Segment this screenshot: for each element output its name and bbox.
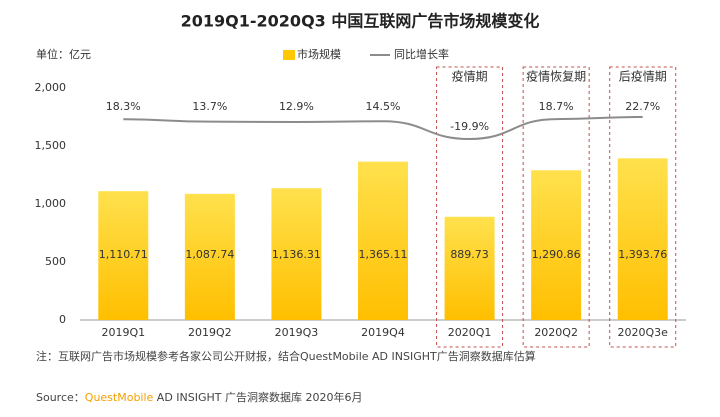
bar-value-label: 1,087.74 bbox=[185, 248, 234, 261]
source-rest: AD INSIGHT 广告洞察数据库 2020年6月 bbox=[153, 390, 362, 404]
y-tick-label: 1,000 bbox=[35, 197, 67, 210]
y-tick-label: 2,000 bbox=[35, 81, 67, 94]
growth-label: -19.9% bbox=[450, 120, 489, 133]
growth-label: 18.7% bbox=[539, 100, 574, 113]
bar-value-label: 1,290.86 bbox=[532, 248, 581, 261]
growth-label: 13.7% bbox=[192, 100, 227, 113]
bar bbox=[271, 188, 322, 320]
x-tick-label: 2020Q2 bbox=[534, 326, 578, 339]
legend-label: 同比增长率 bbox=[394, 47, 449, 61]
x-tick-label: 2019Q1 bbox=[101, 326, 145, 339]
unit-label: 单位：亿元 bbox=[36, 47, 91, 61]
phase-label: 后疫情期 bbox=[619, 69, 667, 84]
phase-label: 疫情期 bbox=[452, 69, 488, 84]
growth-line bbox=[123, 116, 643, 141]
phase-label: 疫情恢复期 bbox=[526, 69, 586, 84]
phase-box bbox=[609, 66, 677, 348]
source-prefix: Source： bbox=[36, 391, 85, 404]
bar bbox=[184, 193, 235, 320]
growth-label: 18.3% bbox=[106, 100, 141, 113]
chart-title: 2019Q1-2020Q3 中国互联网广告市场规模变化 bbox=[181, 12, 540, 31]
growth-label: 14.5% bbox=[366, 100, 401, 113]
legend-swatch bbox=[283, 50, 295, 60]
growth-label: 12.9% bbox=[279, 100, 314, 113]
bar bbox=[358, 161, 408, 320]
bar bbox=[531, 170, 582, 320]
bar-value-label: 1,136.31 bbox=[272, 248, 321, 261]
phase-box bbox=[522, 66, 590, 348]
x-tick-label: 2019Q4 bbox=[361, 326, 405, 339]
phase-box bbox=[436, 66, 504, 348]
source-brand: QuestMobile bbox=[85, 391, 154, 404]
note: 注：互联网广告市场规模参考各家公司公开财报，结合QuestMobile AD I… bbox=[36, 349, 536, 363]
bar bbox=[444, 216, 495, 320]
x-tick-label: 2019Q2 bbox=[188, 326, 232, 339]
bar-value-label: 1,110.71 bbox=[99, 248, 148, 261]
legend-label: 市场规模 bbox=[297, 47, 341, 61]
growth-label: 22.7% bbox=[625, 100, 660, 113]
bar-value-label: 1,365.11 bbox=[359, 248, 408, 261]
y-tick-label: 1,500 bbox=[35, 139, 67, 152]
y-tick-label: 0 bbox=[59, 313, 66, 326]
y-tick-label: 500 bbox=[45, 255, 66, 268]
bar bbox=[98, 191, 149, 320]
x-tick-label: 2019Q3 bbox=[275, 326, 319, 339]
bar-value-label: 1,393.76 bbox=[618, 248, 667, 261]
x-tick-label: 2020Q3e bbox=[618, 326, 669, 339]
bar bbox=[617, 158, 668, 320]
bar-value-label: 889.73 bbox=[450, 248, 489, 261]
source: Source：QuestMobile AD INSIGHT 广告洞察数据库 20… bbox=[36, 390, 363, 404]
x-tick-label: 2020Q1 bbox=[448, 326, 492, 339]
